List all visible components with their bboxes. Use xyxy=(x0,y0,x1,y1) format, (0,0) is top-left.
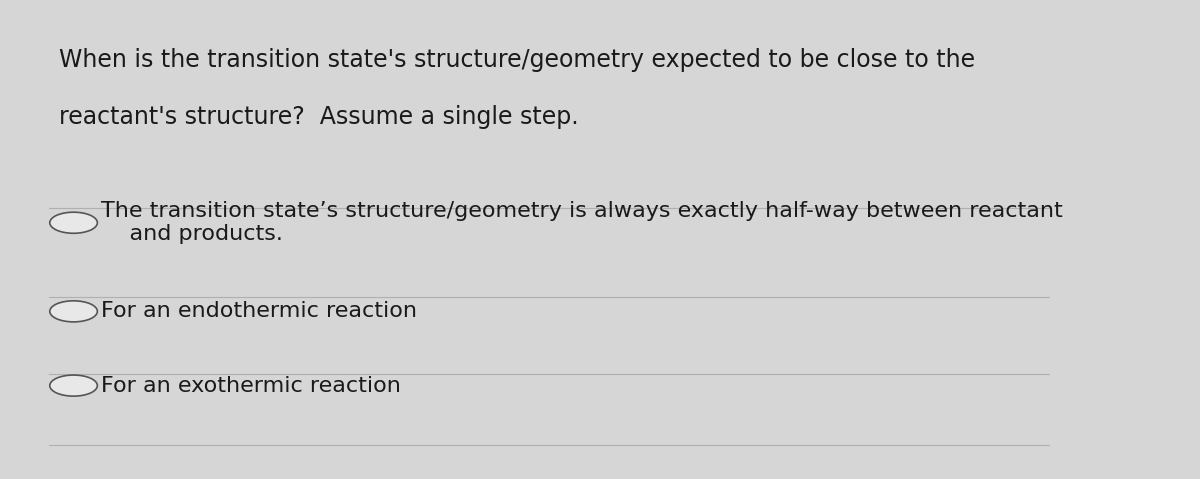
Text: For an endothermic reaction: For an endothermic reaction xyxy=(101,301,416,321)
Text: For an exothermic reaction: For an exothermic reaction xyxy=(101,376,401,396)
Circle shape xyxy=(49,212,97,233)
Circle shape xyxy=(49,375,97,396)
Text: reactant's structure?  Assume a single step.: reactant's structure? Assume a single st… xyxy=(60,105,580,129)
Text: When is the transition state's structure/geometry expected to be close to the: When is the transition state's structure… xyxy=(60,48,976,72)
Circle shape xyxy=(49,301,97,322)
Text: The transition state’s structure/geometry is always exactly half-way between rea: The transition state’s structure/geometr… xyxy=(101,201,1062,244)
